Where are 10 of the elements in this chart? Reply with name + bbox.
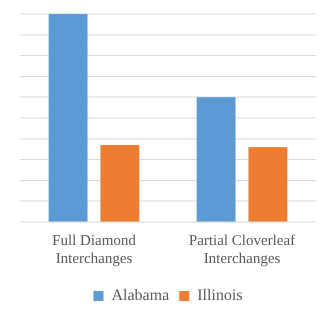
category-label: Partial Cloverleaf [188, 232, 296, 249]
category-label: Interchanges [204, 250, 280, 267]
bar [248, 147, 288, 222]
legend-label: Illinois [197, 287, 243, 304]
category-label: Interchanges [56, 250, 132, 267]
bar [100, 145, 140, 222]
legend-label: Alabama [111, 287, 170, 304]
category-label: Full Diamond [52, 232, 136, 249]
bar [196, 97, 236, 222]
bar [48, 14, 88, 222]
